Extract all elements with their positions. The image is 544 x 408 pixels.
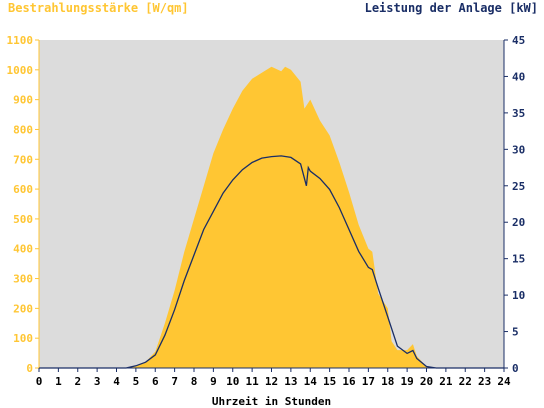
y-left-tick-label: 600 bbox=[13, 183, 33, 196]
y-right-tick-label: 10 bbox=[512, 289, 525, 302]
x-tick-label: 1 bbox=[55, 375, 62, 388]
x-tick-label: 19 bbox=[401, 375, 414, 388]
y-right-tick-label: 25 bbox=[512, 180, 525, 193]
left-axis-title: Bestrahlungsstärke [W/qm] bbox=[8, 1, 189, 15]
x-tick-label: 23 bbox=[478, 375, 491, 388]
x-tick-label: 2 bbox=[74, 375, 81, 388]
y-left-tick-label: 800 bbox=[13, 123, 33, 136]
x-tick-label: 16 bbox=[342, 375, 356, 388]
x-tick-label: 9 bbox=[210, 375, 217, 388]
y-left-tick-label: 1000 bbox=[7, 64, 34, 77]
y-right-tick-label: 45 bbox=[512, 34, 525, 47]
x-tick-label: 13 bbox=[284, 375, 297, 388]
y-right-tick-label: 35 bbox=[512, 107, 525, 120]
y-left-tick-label: 700 bbox=[13, 153, 33, 166]
x-tick-label: 7 bbox=[171, 375, 178, 388]
y-left-tick-label: 100 bbox=[13, 332, 33, 345]
x-tick-label: 21 bbox=[439, 375, 453, 388]
right-axis-title: Leistung der Anlage [kW] bbox=[364, 1, 538, 15]
y-left-tick-label: 500 bbox=[13, 213, 33, 226]
x-tick-label: 10 bbox=[226, 375, 239, 388]
x-tick-label: 4 bbox=[113, 375, 120, 388]
y-right-tick-label: 5 bbox=[512, 326, 519, 339]
y-right-tick-label: 30 bbox=[512, 143, 525, 156]
y-left-tick-label: 300 bbox=[13, 273, 33, 286]
x-tick-label: 3 bbox=[94, 375, 101, 388]
x-tick-label: 17 bbox=[362, 375, 375, 388]
x-tick-label: 6 bbox=[152, 375, 159, 388]
x-tick-label: 12 bbox=[265, 375, 278, 388]
x-tick-label: 5 bbox=[133, 375, 140, 388]
x-tick-label: 18 bbox=[381, 375, 394, 388]
y-right-tick-label: 15 bbox=[512, 253, 525, 266]
x-tick-label: 0 bbox=[36, 375, 43, 388]
x-tick-label: 22 bbox=[459, 375, 472, 388]
y-right-tick-label: 0 bbox=[512, 362, 519, 375]
irradiance-area bbox=[39, 66, 504, 369]
y-right-tick-label: 20 bbox=[512, 216, 525, 229]
x-tick-label: 15 bbox=[323, 375, 336, 388]
y-left-tick-label: 900 bbox=[13, 94, 33, 107]
x-tick-label: 8 bbox=[191, 375, 198, 388]
x-tick-label: 24 bbox=[497, 375, 511, 388]
x-tick-label: 11 bbox=[246, 375, 260, 388]
x-tick-label: 20 bbox=[420, 375, 433, 388]
y-left-tick-label: 400 bbox=[13, 243, 33, 256]
y-left-tick-label: 1100 bbox=[7, 34, 34, 47]
x-axis-label: Uhrzeit in Stunden bbox=[212, 395, 331, 408]
x-tick-label: 14 bbox=[304, 375, 318, 388]
power-line bbox=[39, 155, 504, 369]
y-right-tick-label: 40 bbox=[512, 70, 525, 83]
y-left-tick-label: 200 bbox=[13, 302, 33, 315]
y-left-tick-label: 0 bbox=[26, 362, 33, 375]
